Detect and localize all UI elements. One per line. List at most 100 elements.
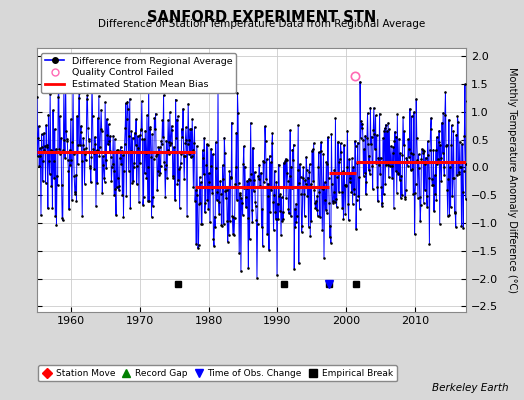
Point xyxy=(331,199,339,206)
Point xyxy=(74,142,82,148)
Point xyxy=(343,128,352,134)
Point xyxy=(370,131,379,138)
Point xyxy=(460,132,468,139)
Point xyxy=(109,132,117,139)
Point xyxy=(221,150,229,157)
Point xyxy=(304,223,313,230)
Point xyxy=(230,232,238,238)
Point xyxy=(386,163,394,169)
Point xyxy=(285,206,293,212)
Point xyxy=(205,179,214,186)
Point xyxy=(293,166,302,173)
Point xyxy=(215,211,223,217)
Point xyxy=(83,92,92,98)
Point xyxy=(103,131,112,138)
Point xyxy=(96,126,105,132)
Point xyxy=(456,164,465,170)
Point xyxy=(351,138,359,144)
Point xyxy=(320,179,329,185)
Point xyxy=(418,146,426,152)
Point xyxy=(362,191,370,198)
Point xyxy=(76,142,84,148)
Point xyxy=(376,171,384,177)
Point xyxy=(49,107,57,113)
Point xyxy=(42,122,50,128)
Point xyxy=(195,200,203,207)
Point xyxy=(58,214,67,221)
Point xyxy=(312,207,321,214)
Point xyxy=(35,163,43,170)
Point xyxy=(96,144,104,150)
Point xyxy=(421,161,430,168)
Point xyxy=(335,188,343,195)
Point xyxy=(187,126,195,132)
Point xyxy=(319,186,327,192)
Point xyxy=(105,137,113,144)
Point xyxy=(399,142,408,148)
Point xyxy=(240,185,248,192)
Point xyxy=(270,191,278,198)
Point xyxy=(357,125,366,132)
Point xyxy=(403,158,411,164)
Point xyxy=(134,133,142,139)
Point xyxy=(199,155,208,162)
Point xyxy=(447,122,456,128)
Point xyxy=(322,206,330,213)
Point xyxy=(326,240,335,246)
Point xyxy=(314,164,322,170)
Point xyxy=(296,161,304,167)
Point xyxy=(170,149,179,156)
Point xyxy=(443,187,451,193)
Point xyxy=(339,216,347,222)
Point xyxy=(394,171,402,177)
Point xyxy=(182,124,190,130)
Point xyxy=(94,148,103,154)
Point xyxy=(453,172,461,178)
Point xyxy=(263,156,271,162)
Point xyxy=(244,265,253,271)
Point xyxy=(324,134,332,140)
Point xyxy=(458,141,466,148)
Point xyxy=(139,194,148,201)
Point xyxy=(257,170,265,176)
Point xyxy=(70,151,78,157)
Point xyxy=(188,153,196,159)
Point xyxy=(414,194,422,201)
Point xyxy=(312,198,320,204)
Point xyxy=(373,132,381,138)
Point xyxy=(266,209,275,215)
Point xyxy=(55,145,63,152)
Point xyxy=(395,136,403,142)
Point xyxy=(50,175,58,182)
Point xyxy=(68,197,76,204)
Point xyxy=(92,203,100,209)
Point xyxy=(275,193,283,199)
Point xyxy=(77,129,85,135)
Point xyxy=(87,154,95,160)
Point xyxy=(239,161,247,167)
Point xyxy=(187,154,195,161)
Point xyxy=(220,220,228,227)
Point xyxy=(365,167,373,174)
Point xyxy=(301,177,309,184)
Point xyxy=(225,168,234,175)
Point xyxy=(228,230,237,237)
Point xyxy=(166,142,174,148)
Point xyxy=(206,162,215,169)
Point xyxy=(62,136,71,142)
Point xyxy=(98,190,106,196)
Point xyxy=(225,231,233,238)
Point xyxy=(80,146,88,152)
Point xyxy=(458,189,467,196)
Point xyxy=(344,217,353,224)
Point xyxy=(127,128,136,134)
Point xyxy=(184,137,193,143)
Point xyxy=(412,134,421,141)
Point xyxy=(439,109,447,116)
Point xyxy=(328,181,336,188)
Point xyxy=(274,216,282,223)
Point xyxy=(169,173,177,179)
Point xyxy=(196,200,204,206)
Point xyxy=(351,143,359,149)
Point xyxy=(301,181,310,188)
